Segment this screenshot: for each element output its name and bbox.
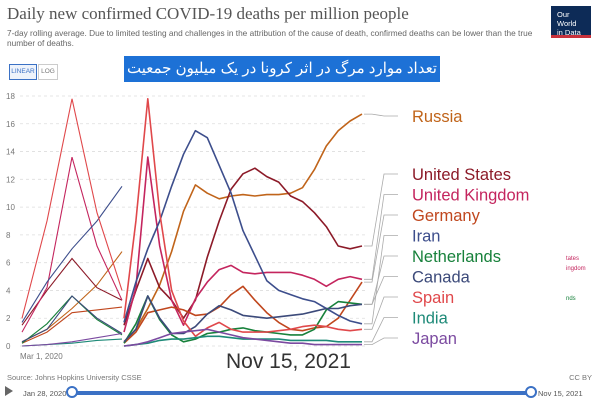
persian-banner: تعداد موارد مرگ در اثر کرونا در یک میلیو… [124,56,440,82]
line-iran [123,129,363,325]
series-labels: Russia United States United Kingdom Germany… [412,108,529,348]
label-russia[interactable]: Russia [412,108,463,126]
label-spain[interactable]: Spain [412,289,454,307]
connector-india [364,317,398,343]
timeline-end-handle[interactable] [525,386,537,398]
line-russia [123,113,363,343]
y-tick-label: 12 [6,175,15,184]
y-tick-label: 0 [6,342,11,351]
left-line-germany [21,306,123,344]
x-axis-first-label: Mar 1, 2020 [20,352,63,361]
line-japan [123,328,362,347]
logo-line-2: in Data [557,28,581,37]
y-tick-label: 2 [6,314,11,323]
y-tick-label: 16 [6,120,15,129]
y-tick-label: 6 [6,259,11,268]
owid-logo[interactable]: Our World in Data [551,6,591,38]
left-line-spain [21,98,123,319]
partial-label-1: tates [566,256,580,262]
label-iran[interactable]: Iran [412,228,440,246]
y-tick-label: 18 [6,92,15,101]
log-toggle[interactable]: LOG [38,64,58,80]
timeline-start-handle[interactable] [66,386,78,398]
timeline-track[interactable] [72,391,530,395]
license-label[interactable]: CC BY [569,373,592,382]
linear-toggle[interactable]: LINEAR [9,64,37,80]
left-line-japan [21,332,123,347]
line-united-kingdom [123,156,363,333]
connector-spain [364,296,398,330]
connector-united-states [364,173,398,247]
connector-canada [364,276,398,305]
line-united-states [123,167,363,326]
partial-label-2: ingdom [566,266,586,272]
partial-label-3: nds [566,296,576,302]
label-united-kingdom[interactable]: United Kingdom [412,187,529,205]
label-germany[interactable]: Germany [412,207,481,225]
label-canada[interactable]: Canada [412,269,471,287]
label-united-states[interactable]: United States [412,166,511,184]
left-line-united-kingdom [21,156,123,333]
right-chart-lines [123,98,363,347]
left-chart-lines [21,98,123,347]
connector-russia [364,113,398,117]
label-japan[interactable]: Japan [412,330,457,348]
line-canada [123,295,363,343]
source-note: Source: Johns Hopkins University CSSE [7,373,142,382]
date-overlay: Nov 15, 2021 [226,350,351,373]
line-netherlands [123,295,363,344]
timeline-end-label: Nov 15, 2021 [538,389,583,398]
y-tick-label: 10 [6,203,15,212]
line-germany [123,281,363,344]
connector-japan [364,337,398,346]
y-axis-ticks: 0 2 4 6 8 10 12 14 16 18 [6,92,15,351]
left-line-canada [21,295,123,343]
y-tick-label: 14 [6,148,15,157]
left-line-iran [21,185,123,323]
chart-title: Daily new confirmed COVID-19 deaths per … [7,4,409,23]
connector-united-kingdom [364,194,398,280]
connector-germany [364,214,398,283]
chart-subtitle: 7-day rolling average. Due to limited te… [7,28,533,48]
label-connectors [364,113,398,346]
label-netherlands[interactable]: Netherlands [412,248,501,266]
line-spain [123,98,363,338]
line-india [123,335,362,347]
y-tick-label: 4 [6,286,11,295]
play-icon[interactable] [5,386,13,396]
y-tick-label: 8 [6,231,11,240]
logo-line-1: Our World [557,10,577,28]
timeline-start-label: Jan 28, 2020 [23,389,67,398]
label-india[interactable]: India [412,310,449,328]
